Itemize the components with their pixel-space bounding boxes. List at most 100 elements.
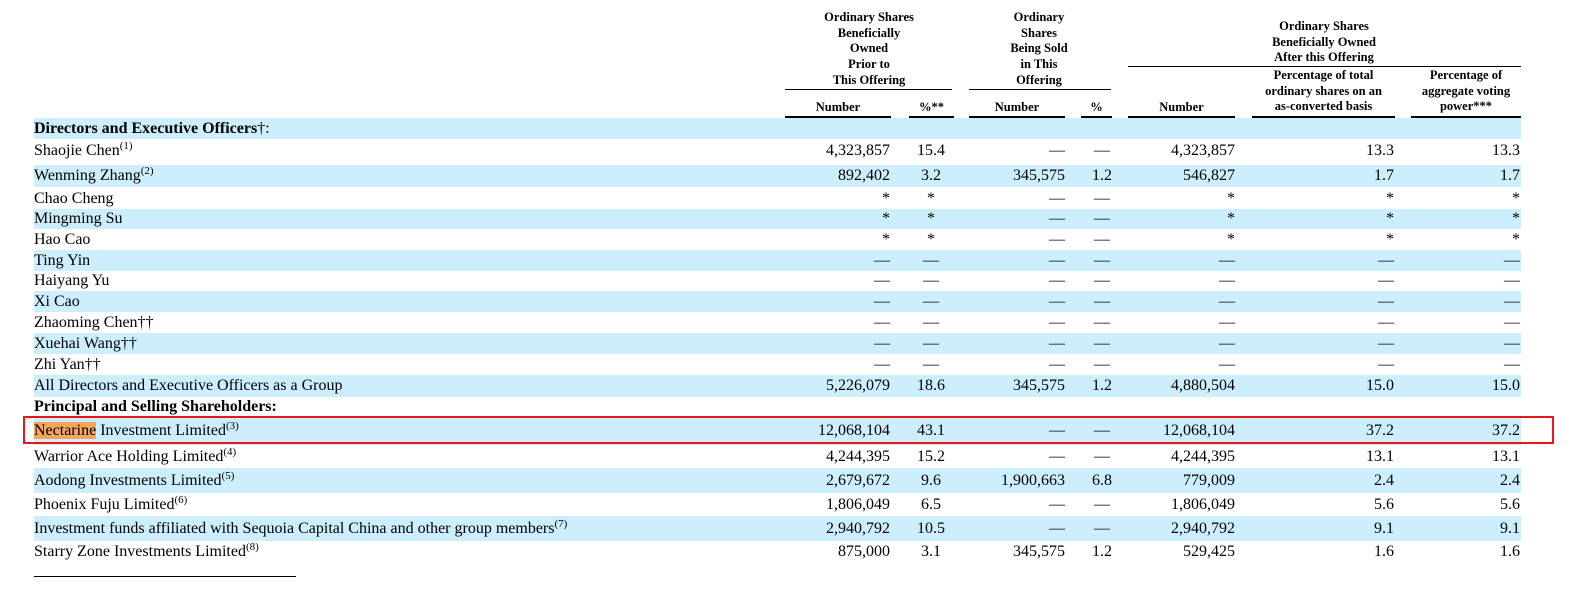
cell-p3: 9.1 — [1374, 520, 1394, 537]
cell-n2: 345,575 — [1013, 167, 1065, 184]
table-row: Hao Cao * * — — * * * — [34, 229, 1521, 250]
cell-n3: * — [1227, 190, 1235, 207]
cell-n1: — — [874, 252, 890, 269]
cell-p4: * — [1512, 190, 1520, 207]
cell-n1: 4,323,857 — [826, 142, 890, 159]
shareholder-name-text: Investment funds affiliated with Sequoia… — [34, 520, 555, 537]
cell-n2: — — [1049, 210, 1065, 227]
cell-p2: — — [1094, 314, 1110, 331]
shareholder-name: Zhi Yan†† — [34, 354, 101, 375]
cell-p4: * — [1512, 210, 1520, 227]
cell-p3: 13.3 — [1366, 142, 1394, 159]
cell-p3: — — [1378, 314, 1394, 331]
cell-n1: 875,000 — [838, 543, 890, 560]
header-rule-after — [1128, 66, 1521, 67]
cell-p1: — — [923, 293, 939, 310]
section-header-row: Directors and Executive Officers†: — [34, 118, 1521, 139]
footnote-ref: (8) — [245, 541, 259, 553]
footnote-ref: (4) — [223, 446, 237, 458]
cell-n1: 2,940,792 — [826, 520, 890, 537]
cell-p2: 6.8 — [1092, 472, 1112, 489]
cell-n3: — — [1219, 293, 1235, 310]
col-rule-pct-prior — [909, 116, 954, 118]
footnote-ref: (3) — [225, 420, 239, 432]
cell-p3: 13.1 — [1366, 448, 1394, 465]
shareholder-name-rest: Investment Limited — [96, 422, 226, 439]
cell-p2: — — [1094, 252, 1110, 269]
cell-p3: — — [1378, 356, 1394, 373]
cell-n2: — — [1049, 272, 1065, 289]
table-row: Xuehai Wang†† — — — — — — — — [34, 333, 1521, 354]
table-row: Ting Yin — — — — — — — — [34, 250, 1521, 271]
cell-n2: — — [1049, 231, 1065, 248]
footnote-ref: (2) — [140, 165, 154, 177]
col-rule-number-after — [1128, 116, 1235, 118]
cell-p1: 3.2 — [921, 167, 941, 184]
cell-n1: * — [882, 210, 890, 227]
cell-p3: — — [1378, 293, 1394, 310]
cell-p4: * — [1512, 231, 1520, 248]
cell-p1: 43.1 — [917, 422, 945, 439]
cell-n2: — — [1049, 314, 1065, 331]
cell-n3: 4,880,504 — [1171, 377, 1235, 394]
cell-p4: 13.3 — [1492, 142, 1520, 159]
shareholder-name: Phoenix Fuju Limited(6) — [34, 493, 187, 517]
header-group-prior: Ordinary Shares Beneficially Owned Prior… — [824, 10, 914, 87]
col-number-prior: Number — [815, 100, 861, 114]
footnote-rule — [34, 576, 296, 577]
footnote-ref: (6) — [174, 494, 188, 506]
cell-n2: — — [1049, 496, 1065, 513]
cell-n2: 1,900,663 — [1001, 472, 1065, 489]
table-row: Nectarine Investment Limited(3) 12,068,10… — [34, 417, 1521, 445]
shareholder-name-text: Mingming Su — [34, 210, 123, 227]
shareholder-name: Wenming Zhang(2) — [34, 165, 154, 187]
shareholder-name-text: Ting Yin — [34, 252, 91, 269]
shareholder-name: All Directors and Executive Officers as … — [34, 375, 342, 397]
cell-p2: — — [1094, 272, 1110, 289]
shareholder-name: Shaojie Chen(1) — [34, 139, 133, 163]
col-pct-prior: %** — [919, 100, 944, 114]
shareholder-name-text: All Directors and Executive Officers as … — [34, 377, 343, 394]
section-title: Principal and Selling Shareholders: — [34, 397, 277, 417]
cell-p4: 15.0 — [1492, 377, 1520, 394]
shareholder-name: Zhaoming Chen†† — [34, 312, 154, 333]
cell-n2: 345,575 — [1013, 377, 1065, 394]
cell-p4: — — [1504, 293, 1520, 310]
shareholder-name-text: Zhaoming Chen†† — [34, 314, 154, 331]
cell-n1: 5,226,079 — [826, 377, 890, 394]
col-rule-number-prior — [785, 116, 891, 118]
shareholder-name: Starry Zone Investments Limited(8) — [34, 541, 259, 563]
cell-p1: 3.1 — [921, 543, 941, 560]
highlight-box — [23, 416, 1554, 444]
shareholder-name-text: Xi Cao — [34, 293, 80, 310]
highlighted-term: Nectarine — [34, 422, 97, 439]
shareholder-name-text: Principal and Selling Shareholders: — [34, 398, 277, 415]
cell-n1: 12,068,104 — [818, 422, 890, 439]
cell-n1: — — [874, 293, 890, 310]
table-row: Investment funds affiliated with Sequoia… — [34, 516, 1521, 541]
header-rule-sold — [969, 89, 1111, 90]
cell-p2: — — [1094, 335, 1110, 352]
table-row: Zhaoming Chen†† — — — — — — — — [34, 312, 1521, 333]
cell-p3: — — [1378, 252, 1394, 269]
cell-p4: 9.1 — [1500, 520, 1520, 537]
cell-p1: * — [927, 190, 935, 207]
table-row: Shaojie Chen(1) 4,323,857 15.4 — — 4,323,857 1… — [34, 139, 1521, 163]
table-row: Mingming Su * * — — * * * — [34, 209, 1521, 229]
footnote-ref: (7) — [554, 518, 568, 530]
cell-p4: — — [1504, 335, 1520, 352]
cell-p2: — — [1094, 210, 1110, 227]
col-pct-voting: Percentage of aggregate voting power*** — [1421, 68, 1511, 114]
col-pct-total: Percentage of total ordinary shares on a… — [1265, 68, 1382, 114]
cell-p1: — — [923, 272, 939, 289]
cell-p3: — — [1378, 272, 1394, 289]
cell-n2: — — [1049, 142, 1065, 159]
col-rule-pct-sold — [1081, 116, 1112, 118]
shareholder-name-text: Phoenix Fuju Limited — [34, 496, 175, 513]
cell-n2: 345,575 — [1013, 543, 1065, 560]
shareholder-name-text: Hao Cao — [34, 231, 91, 248]
cell-n3: — — [1219, 335, 1235, 352]
footnote-ref: (5) — [221, 470, 235, 482]
cell-p4: 2.4 — [1500, 472, 1520, 489]
cell-n1: — — [874, 335, 890, 352]
